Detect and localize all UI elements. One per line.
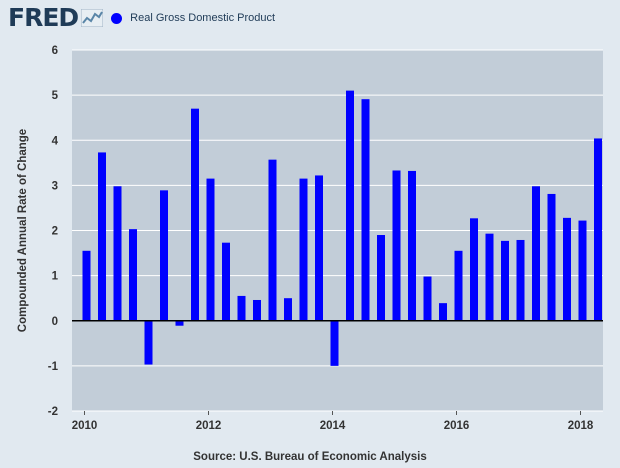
bar [160,190,168,321]
bar [408,170,416,321]
x-tick-label: 2012 [196,420,222,432]
bar [454,250,463,321]
legend-marker [111,12,123,24]
bar [501,240,509,321]
y-tick-label: 4 [52,135,59,147]
y-tick-label: 6 [52,45,58,57]
bar [144,320,153,365]
bar [82,250,91,321]
bar [563,217,571,321]
bar [377,235,385,321]
x-tick-label: 2018 [568,420,594,432]
bar [361,99,370,321]
bar [268,159,277,321]
bar [346,90,354,321]
x-tick-label: 2014 [320,420,346,432]
bar [594,138,602,321]
bar [98,152,106,321]
bar [113,186,122,321]
y-tick-label: 5 [52,90,59,102]
fred-logo: FRED [8,3,79,32]
x-tick-label: 2016 [444,420,470,432]
bar [330,320,339,366]
bar [470,218,478,321]
source-note: Source: U.S. Bureau of Economic Analysis [193,451,427,463]
y-axis-label: Compounded Annual Rate of Change [17,129,29,332]
bar [253,299,261,321]
bar [392,170,401,321]
bar [315,175,323,321]
y-tick-label: 3 [52,180,58,192]
bar [532,186,540,321]
bar [129,229,137,321]
bar [175,320,184,326]
bar [423,276,432,321]
fred-header: FRED Real Gross Domestic Product [8,4,275,32]
bar [485,233,494,321]
x-tick-label: 2010 [72,420,98,432]
y-tick-label: -1 [48,361,59,373]
y-tick-label: 2 [52,226,58,238]
y-tick-label: 0 [52,316,58,328]
y-tick-label: -2 [48,406,58,418]
fred-graph-icon [81,9,104,27]
bar [191,108,199,321]
chart-legend: Real Gross Domestic Product [111,12,275,24]
bar [299,178,308,321]
bar [284,298,292,321]
bar [237,295,246,321]
bar [578,220,587,321]
bar [206,178,215,321]
bar [222,242,230,321]
y-tick-label: 1 [52,271,59,283]
bar [439,303,447,321]
bar [516,239,525,321]
legend-label: Real Gross Domestic Product [130,12,276,24]
bar [547,193,556,321]
